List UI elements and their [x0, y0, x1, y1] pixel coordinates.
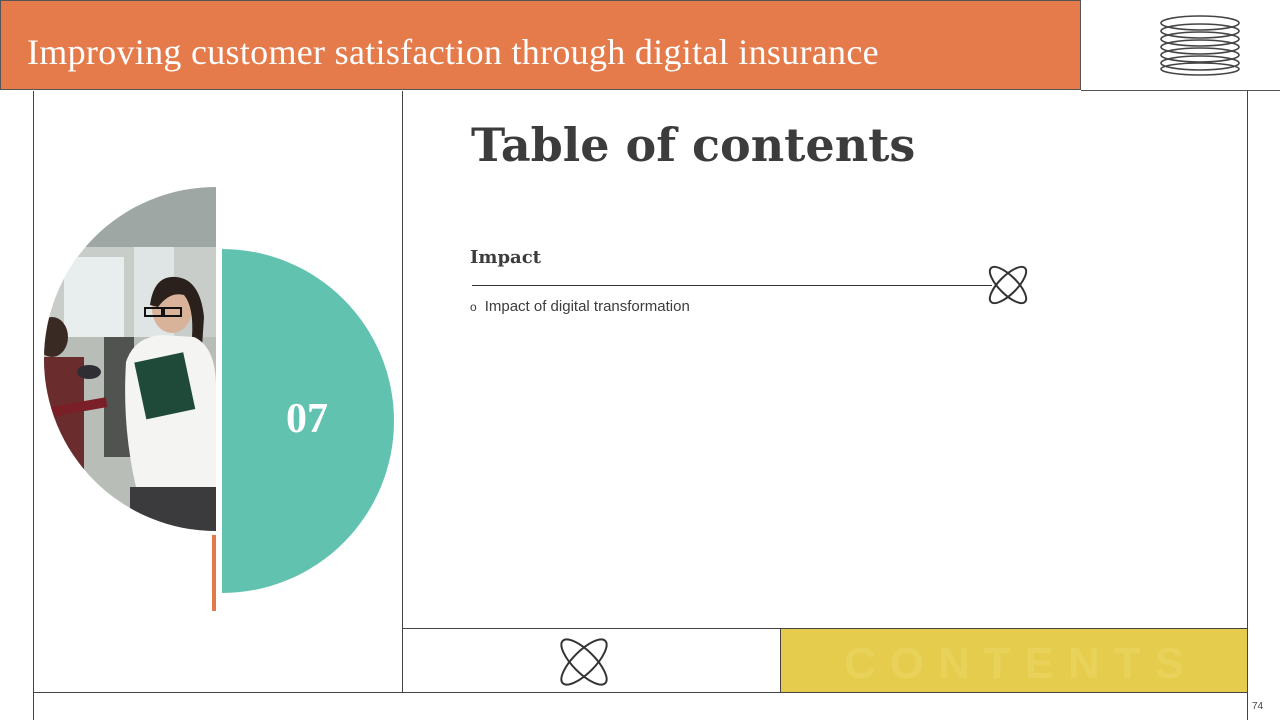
- frame-line-middle: [402, 91, 403, 693]
- header-bar: Improving customer satisfaction through …: [0, 0, 1081, 90]
- page-number: 74: [1252, 701, 1264, 712]
- section-heading: Impact: [470, 247, 541, 268]
- frame-line-right: [1247, 91, 1248, 720]
- frame-line-left: [33, 91, 34, 720]
- atom-icon: [555, 633, 613, 696]
- bullet-marker: o: [470, 300, 477, 314]
- frame-line-divider: [780, 628, 781, 693]
- frame-line-inner: [402, 628, 1248, 629]
- page-title: Table of contents: [471, 118, 916, 172]
- team-photo: [44, 187, 216, 531]
- frame-line-bottom: [33, 692, 1248, 693]
- contents-banner: CONTENTS: [781, 629, 1247, 692]
- logo-box: [1081, 0, 1280, 91]
- list-item[interactable]: o Impact of digital transformation: [470, 298, 690, 315]
- list-item-label: Impact of digital transformation: [484, 298, 690, 315]
- atom-icon: [985, 262, 1031, 313]
- heading-divider: [472, 285, 992, 286]
- slide-title: Improving customer satisfaction through …: [27, 32, 879, 72]
- stacked-rings-icon: [1160, 15, 1240, 76]
- contents-watermark: CONTENTS: [844, 639, 1198, 688]
- section-number: 07: [286, 396, 328, 442]
- orange-accent-bar: [212, 535, 216, 611]
